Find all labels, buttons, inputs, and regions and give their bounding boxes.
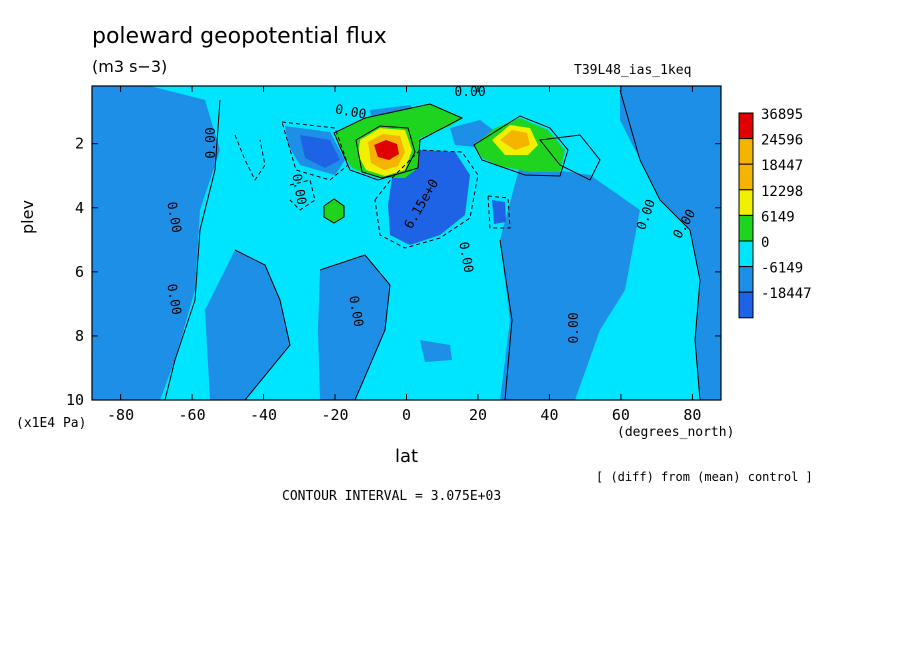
y-tick-label: 2 <box>75 135 84 153</box>
x-tick-label: -40 <box>250 406 277 424</box>
colorbar-label: 36895 <box>761 107 803 123</box>
negative-region <box>205 250 290 400</box>
colorbar-label: 12298 <box>761 184 803 200</box>
negative-region <box>318 255 390 400</box>
negative-region <box>420 340 452 362</box>
contour-label: 0.00 <box>334 102 367 122</box>
contour-label: 0.00 <box>288 173 308 206</box>
x-tick-label: -60 <box>179 406 206 424</box>
positive-region-red <box>374 140 399 160</box>
negative-region <box>500 165 640 400</box>
y-tick-label: 6 <box>75 263 84 281</box>
colorbar-label: -6149 <box>761 261 803 277</box>
x-tick-label: 80 <box>683 406 701 424</box>
colorbar-label: -18447 <box>761 286 812 302</box>
colorbar: 36895 24596 18447 12298 6149 0 -6149 -18447 <box>738 107 812 319</box>
colorbar-swatch <box>738 138 754 165</box>
negative-region-strong <box>300 135 340 168</box>
plot-area: 0.000.000.000.00 0.000.000.000.000.00 0.00… <box>92 85 721 400</box>
contour-label: 0.00 <box>567 312 582 343</box>
colorbar-label: 24596 <box>761 133 803 149</box>
y-tick-label: 4 <box>75 199 84 217</box>
x-tick-label: -20 <box>321 406 348 424</box>
colorbar-swatch <box>738 189 754 216</box>
y-axis-units: (x1E4 Pa) <box>16 416 87 431</box>
positive-region-orange <box>500 130 530 150</box>
contour-interval: CONTOUR INTERVAL = 3.075E+03 <box>282 489 502 504</box>
contour-line-zero <box>619 89 701 400</box>
x-tick-label: 0 <box>402 406 411 424</box>
negative-region <box>92 86 220 400</box>
contour-line-negative <box>487 195 511 229</box>
positive-region <box>324 199 344 223</box>
contour-label: 0.00 <box>345 295 365 328</box>
y-tick-label: 10 <box>66 391 84 409</box>
chart-title: poleward geopotential flux <box>92 24 387 49</box>
x-tick-label: -80 <box>107 406 134 424</box>
colorbar-label: 0 <box>761 235 769 251</box>
contour-line-zero <box>499 239 513 400</box>
contour-line-positive <box>323 198 345 224</box>
contour-line-zero <box>319 254 391 400</box>
contour-label: 0.00 <box>163 283 183 316</box>
plot-axes: -80 -60 -40 -20 0 20 40 60 80 2 4 6 8 10 <box>66 85 722 424</box>
x-axis-units: (degrees_north) <box>617 425 735 440</box>
contour-line-zero <box>234 249 291 400</box>
contour-line-negative <box>374 149 479 249</box>
chart-units: (m3 s−3) <box>92 57 168 76</box>
contour-label: 0.00 <box>454 85 485 100</box>
y-tick-label: 8 <box>75 327 84 345</box>
contour-line-positive <box>355 125 416 179</box>
contour-line-positive <box>473 115 569 177</box>
colorbar-label: 18447 <box>761 158 803 174</box>
negative-region <box>620 86 721 400</box>
run-name: T39L48_ias_1keq <box>574 63 692 78</box>
contour-label: 0.00 <box>204 127 219 158</box>
contour-line-negative <box>281 121 349 181</box>
contour-label: 0.00 <box>455 241 475 274</box>
contour-line-zero <box>164 99 221 400</box>
colorbar-label: 6149 <box>761 209 795 225</box>
colorbar-swatch <box>738 112 754 140</box>
colorbar-swatch <box>738 266 754 293</box>
contour-line-negative <box>234 134 266 181</box>
field-layers <box>92 86 721 400</box>
colorbar-swatch <box>738 291 754 319</box>
negative-region-strong <box>492 200 506 224</box>
x-tick-label: 20 <box>469 406 487 424</box>
comparison-note: [ (diff) from (mean) control ] <box>596 470 813 484</box>
colorbar-swatch <box>738 163 754 191</box>
contour-line-positive <box>539 134 601 181</box>
x-tick-label: 40 <box>540 406 558 424</box>
x-tick-label: 60 <box>612 406 630 424</box>
contour-line-positive <box>333 103 464 181</box>
contour-line-negative <box>289 179 316 211</box>
colorbar-swatch <box>738 214 754 242</box>
x-axis-label: lat <box>395 446 419 467</box>
contour-label: 0.00 <box>163 201 183 234</box>
colorbar-swatch <box>738 240 754 268</box>
